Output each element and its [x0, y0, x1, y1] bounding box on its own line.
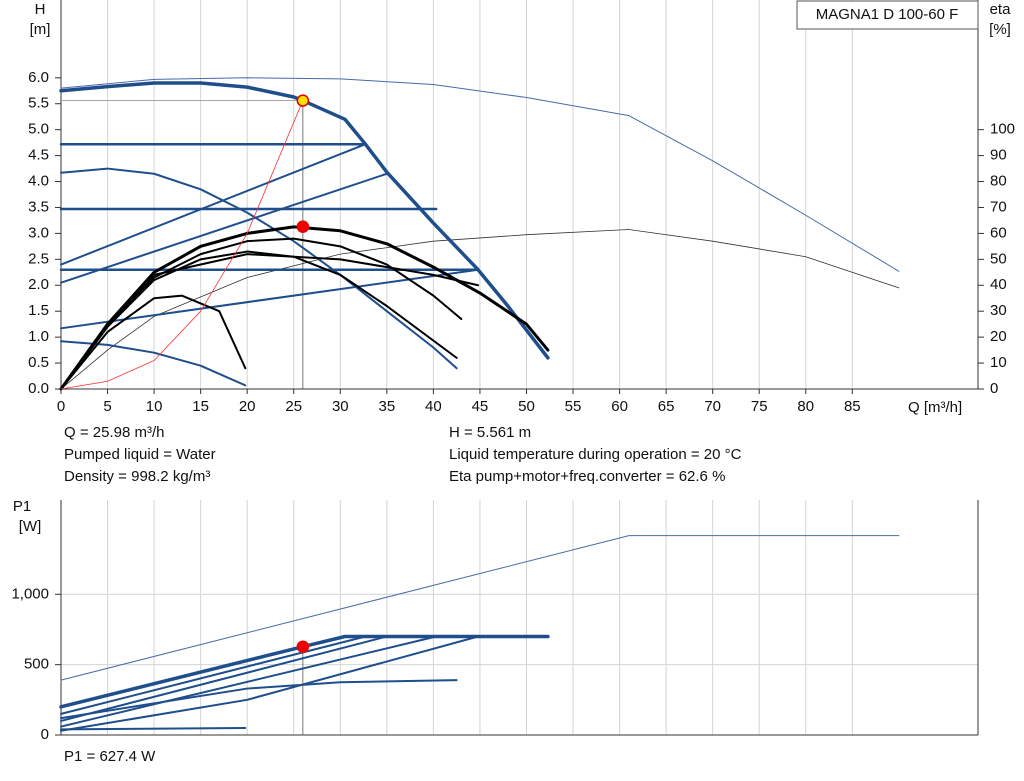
y-tick-label: 0.5 — [28, 354, 49, 371]
curve — [60, 294, 247, 390]
curve — [60, 679, 458, 720]
y-tick-label: 0 — [41, 726, 49, 743]
y2-axis-unit: [%] — [989, 21, 1011, 38]
y-axis-unit: [W] — [19, 518, 42, 535]
x-tick-label: 0 — [57, 398, 65, 415]
x-tick-label: 50 — [518, 398, 535, 415]
y2-tick-label: 80 — [990, 173, 1007, 190]
curve — [59, 634, 550, 709]
y-tick-label: 1.5 — [28, 302, 49, 319]
y-tick-label: 1.0 — [28, 328, 49, 345]
chart-title: MAGNA1 D 100-60 F — [816, 6, 959, 23]
y-tick-label: 0.0 — [28, 380, 49, 397]
y2-axis-label: eta — [990, 1, 1012, 18]
y2-tick-label: 40 — [990, 276, 1007, 293]
x-tick-label: 15 — [192, 398, 209, 415]
y2-tick-label: 10 — [990, 354, 1007, 371]
y2-tick-label: 60 — [990, 224, 1007, 241]
y-tick-label: 5.5 — [28, 95, 49, 112]
curve — [60, 100, 304, 390]
plot-layer: 0 5 10 15 20 25 30 35 40 45 50 55 60 65 70 75 80 85 0.0 0.5… — [11, 0, 1015, 743]
x-tick-label: 40 — [425, 398, 442, 415]
curve — [60, 635, 438, 728]
y-tick-label: 1,000 — [11, 585, 49, 602]
y-axis-label: P1 — [13, 498, 31, 515]
annotation: P1 = 627.4 W — [64, 748, 156, 765]
x-tick-label: 25 — [285, 398, 302, 415]
x-tick-label: 60 — [611, 398, 628, 415]
curve — [60, 253, 480, 390]
operating-point — [296, 640, 310, 653]
x-tick-label: 5 — [103, 398, 111, 415]
y2-tick-label: 100 — [990, 121, 1015, 138]
curve — [60, 143, 367, 266]
y-axis-label: H — [35, 1, 46, 18]
x-tick-label: 10 — [146, 398, 163, 415]
annotation: Liquid temperature during operation = 20… — [449, 446, 742, 463]
y-tick-label: 500 — [24, 656, 49, 673]
title-box — [796, 0, 979, 30]
x-tick-label: 80 — [797, 398, 814, 415]
y-tick-label: 4.0 — [28, 173, 49, 190]
curve — [59, 225, 550, 391]
curve — [60, 167, 458, 370]
y2-tick-label: 70 — [990, 198, 1007, 215]
curve — [60, 77, 900, 272]
x-tick-label: 75 — [751, 398, 768, 415]
y2-tick-label: 30 — [990, 302, 1007, 319]
operating-point — [296, 220, 310, 233]
curve — [60, 250, 458, 390]
curve — [59, 81, 550, 360]
y-axis-unit: [m] — [30, 21, 51, 38]
y2-tick-label: 90 — [990, 147, 1007, 164]
y2-tick-label: 50 — [990, 250, 1007, 267]
operating-point — [296, 94, 310, 107]
y-tick-label: 6.0 — [28, 69, 49, 86]
x-tick-label: 85 — [844, 398, 861, 415]
annotation: Pumped liquid = Water — [64, 446, 216, 463]
curve — [60, 726, 247, 731]
curve — [60, 340, 247, 387]
y-tick-label: 2.0 — [28, 276, 49, 293]
y-tick-label: 5.0 — [28, 121, 49, 138]
x-tick-label: 45 — [472, 398, 489, 415]
annotation: Density = 998.2 kg/m³ — [64, 468, 210, 485]
y-tick-label: 3.0 — [28, 224, 49, 241]
y2-tick-label: 20 — [990, 328, 1007, 345]
x-tick-label: 65 — [658, 398, 675, 415]
x-axis-label: Q [m³/h] — [908, 399, 962, 416]
curve — [60, 635, 480, 732]
x-tick-label: 30 — [332, 398, 349, 415]
curve — [60, 172, 388, 284]
curve — [60, 229, 900, 390]
y-tick-label: 4.5 — [28, 147, 49, 164]
x-tick-label: 55 — [565, 398, 582, 415]
annotation: Q = 25.98 m³/h — [64, 424, 164, 441]
x-tick-label: 20 — [239, 398, 256, 415]
annotation: H = 5.561 m — [449, 424, 531, 441]
y2-tick-label: 0 — [990, 380, 998, 397]
y-tick-label: 2.5 — [28, 250, 49, 267]
curve — [60, 635, 388, 722]
y-tick-label: 3.5 — [28, 198, 49, 215]
x-tick-label: 70 — [704, 398, 721, 415]
curve — [60, 535, 900, 681]
x-tick-label: 35 — [378, 398, 395, 415]
annotation: Eta pump+motor+freq.converter = 62.6 % — [449, 468, 725, 485]
